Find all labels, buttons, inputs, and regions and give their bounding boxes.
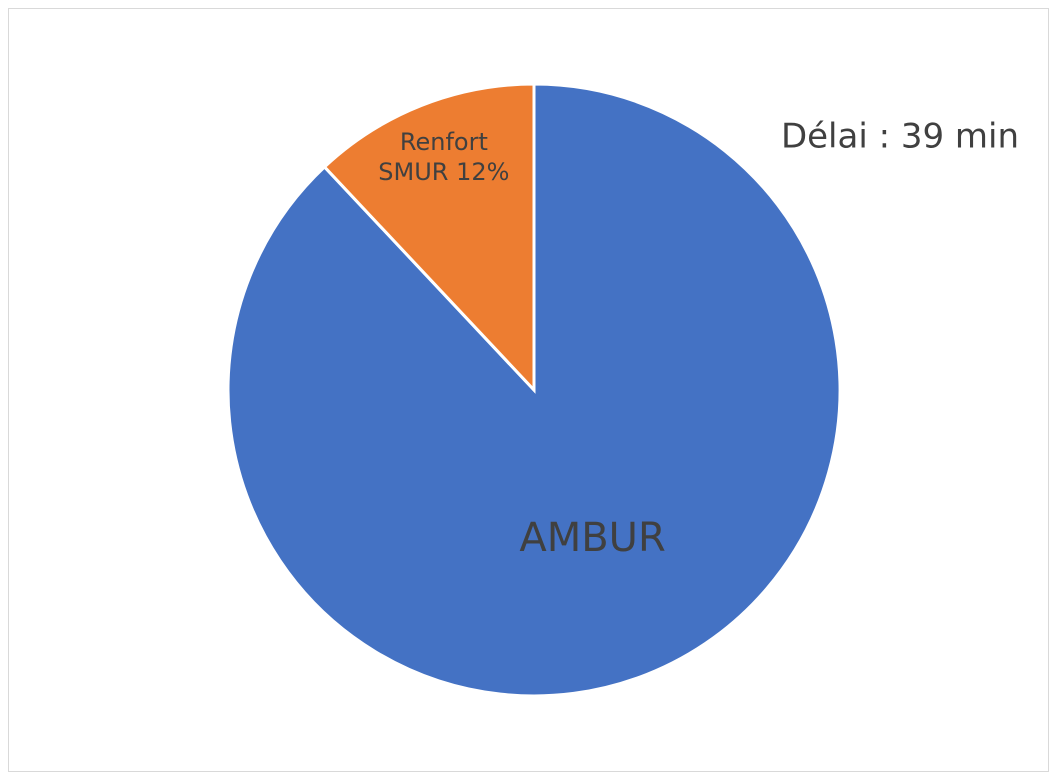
- value-label: 12%: [456, 158, 510, 187]
- category-label: Renfort SMUR: [378, 128, 488, 187]
- data-label: AMBUR: [463, 508, 723, 568]
- category-label: AMBUR: [519, 514, 666, 561]
- annotation: Délai : 39 min: [781, 117, 1019, 157]
- data-label: Renfort SMUR 12%: [364, 127, 524, 187]
- data-label: Renfort SMUR 12%: [364, 127, 524, 187]
- data-label: AMBUR: [463, 508, 723, 568]
- pie-slice: [322, 82, 536, 394]
